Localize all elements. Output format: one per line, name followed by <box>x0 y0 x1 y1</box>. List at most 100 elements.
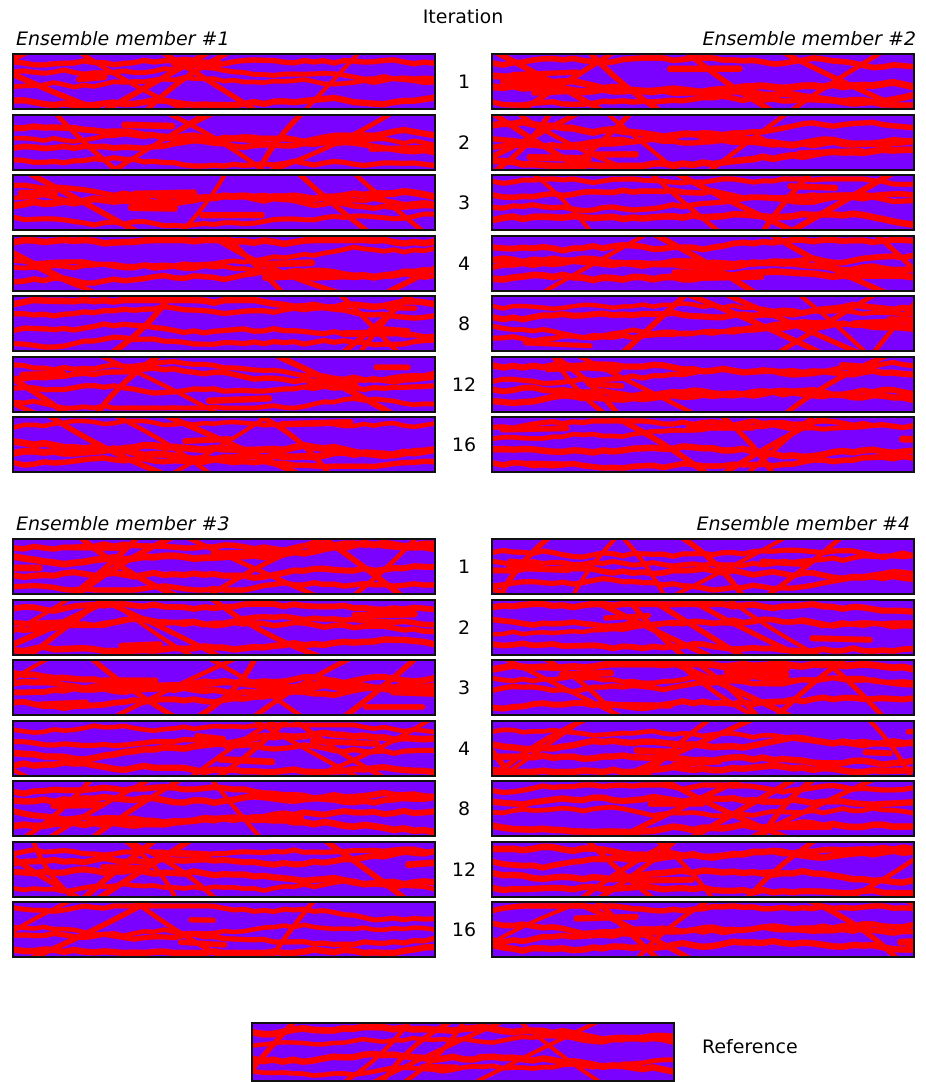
member-1-iter-2-panel-channels <box>14 116 434 169</box>
member-1-iter-1-panel-channels <box>14 55 434 108</box>
channel-9 <box>54 805 102 806</box>
channel-9 <box>813 638 870 640</box>
channel-9 <box>310 384 356 385</box>
channel-12 <box>908 730 913 732</box>
member-1-iter-8-panel <box>12 295 436 352</box>
channel-10 <box>606 616 649 619</box>
member-4-iter-16-panel-channels <box>493 903 913 956</box>
iteration-label-group2-8: 8 <box>439 798 489 820</box>
reference-label: Reference <box>702 1036 798 1058</box>
iteration-label-group1-16: 16 <box>439 434 489 456</box>
member-4-iter-3-panel-channels <box>493 661 913 714</box>
channel-11 <box>631 880 692 881</box>
member-2-iter-8-panel-channels <box>493 297 913 350</box>
channel-10 <box>839 270 885 273</box>
channel-10 <box>790 186 835 188</box>
reference-channel-12 <box>480 1057 521 1058</box>
channel-12 <box>909 946 913 948</box>
member-3-iter-4-panel-channels <box>14 722 434 775</box>
member-2-iter-4-panel <box>491 235 915 292</box>
member-1-iter-2-panel <box>12 114 436 171</box>
channel-11 <box>504 82 556 85</box>
iteration-label-group1-2: 2 <box>439 132 489 154</box>
channel-8 <box>135 192 194 193</box>
channel-10 <box>901 941 913 943</box>
member-1-iter-16-panel <box>12 416 436 473</box>
channel-8 <box>344 333 399 334</box>
member-1-iter-8-panel-channels <box>14 297 434 350</box>
channel-13 <box>220 759 272 762</box>
channel-13 <box>637 751 677 753</box>
member-2-iter-8-panel <box>491 295 915 352</box>
iteration-label-group1-4: 4 <box>439 253 489 275</box>
member-1-label: Ensemble member #1 <box>16 28 230 50</box>
member-3-iter-16-panel <box>12 901 436 958</box>
member-3-iter-12-panel-channels <box>14 843 434 896</box>
channel-12 <box>525 343 590 346</box>
channel-12 <box>103 867 143 868</box>
member-1-iter-3-panel <box>12 174 436 231</box>
channel-12 <box>602 705 670 706</box>
channel-8 <box>696 277 762 278</box>
channel-14 <box>562 673 610 675</box>
iteration-label-group2-2: 2 <box>439 617 489 639</box>
member-2-iter-4-panel-channels <box>493 237 913 290</box>
channel-13 <box>64 548 125 549</box>
member-2-iter-3-panel <box>491 174 915 231</box>
member-4-iter-2-panel <box>491 599 915 656</box>
member-4-iter-4-panel-channels <box>493 722 913 775</box>
member-3-iter-3-panel-channels <box>14 661 434 714</box>
channel-10 <box>371 147 433 149</box>
member-1-iter-4-panel-channels <box>14 237 434 290</box>
channel-9 <box>791 195 850 197</box>
member-4-iter-2-panel-channels <box>493 601 913 654</box>
member-2-iter-12-panel <box>491 356 915 413</box>
reference-panel <box>251 1022 675 1082</box>
member-2-iter-3-panel-channels <box>493 176 913 229</box>
member-4-iter-12-panel-channels <box>493 843 913 896</box>
member-3-iter-2-panel-channels <box>14 601 434 654</box>
member-4-iter-8-panel-channels <box>493 782 913 835</box>
channel-11 <box>313 741 377 744</box>
member-1-iter-16-panel-channels <box>14 418 434 471</box>
channel-9 <box>282 422 350 424</box>
channel-10 <box>754 872 778 873</box>
member-2-iter-1-panel-channels <box>493 55 913 108</box>
channel-12 <box>763 562 804 564</box>
member-1-iter-12-panel-channels <box>14 358 434 411</box>
channel-13 <box>727 669 787 672</box>
reference-channels <box>253 1024 673 1080</box>
member-1-iter-1-panel <box>12 53 436 110</box>
member-2-label: Ensemble member #2 <box>702 28 916 50</box>
channel-10 <box>131 208 174 209</box>
reference-channel-11 <box>423 1067 457 1068</box>
iteration-label-group2-12: 12 <box>439 859 489 881</box>
iteration-label-group1-8: 8 <box>439 313 489 335</box>
channel-12 <box>197 736 223 739</box>
channel-11 <box>393 692 434 694</box>
channel-12 <box>355 614 415 616</box>
channel-13 <box>509 568 569 570</box>
member-4-iter-12-panel <box>491 841 915 898</box>
channel-13 <box>534 91 583 93</box>
channel-10 <box>185 439 229 441</box>
channel-13 <box>799 151 861 154</box>
member-3-iter-1-panel-channels <box>14 540 434 593</box>
channel-11 <box>79 77 105 79</box>
member-4-iter-1-panel <box>491 538 915 595</box>
member-3-iter-16-panel-channels <box>14 903 434 956</box>
iteration-title: Iteration <box>0 6 926 28</box>
iteration-label-group1-1: 1 <box>439 71 489 93</box>
member-3-iter-4-panel <box>12 720 436 777</box>
member-2-iter-2-panel-channels <box>493 116 913 169</box>
member-1-iter-4-panel <box>12 235 436 292</box>
channel-12 <box>513 72 578 74</box>
channel-9 <box>388 308 415 309</box>
channel-10 <box>32 622 77 624</box>
iteration-label-group1-12: 12 <box>439 374 489 396</box>
member-2-iter-1-panel <box>491 53 915 110</box>
channel-8 <box>181 942 225 945</box>
member-2-iter-12-panel-channels <box>493 358 913 411</box>
channel-12 <box>213 552 280 553</box>
channel-11 <box>510 562 534 564</box>
